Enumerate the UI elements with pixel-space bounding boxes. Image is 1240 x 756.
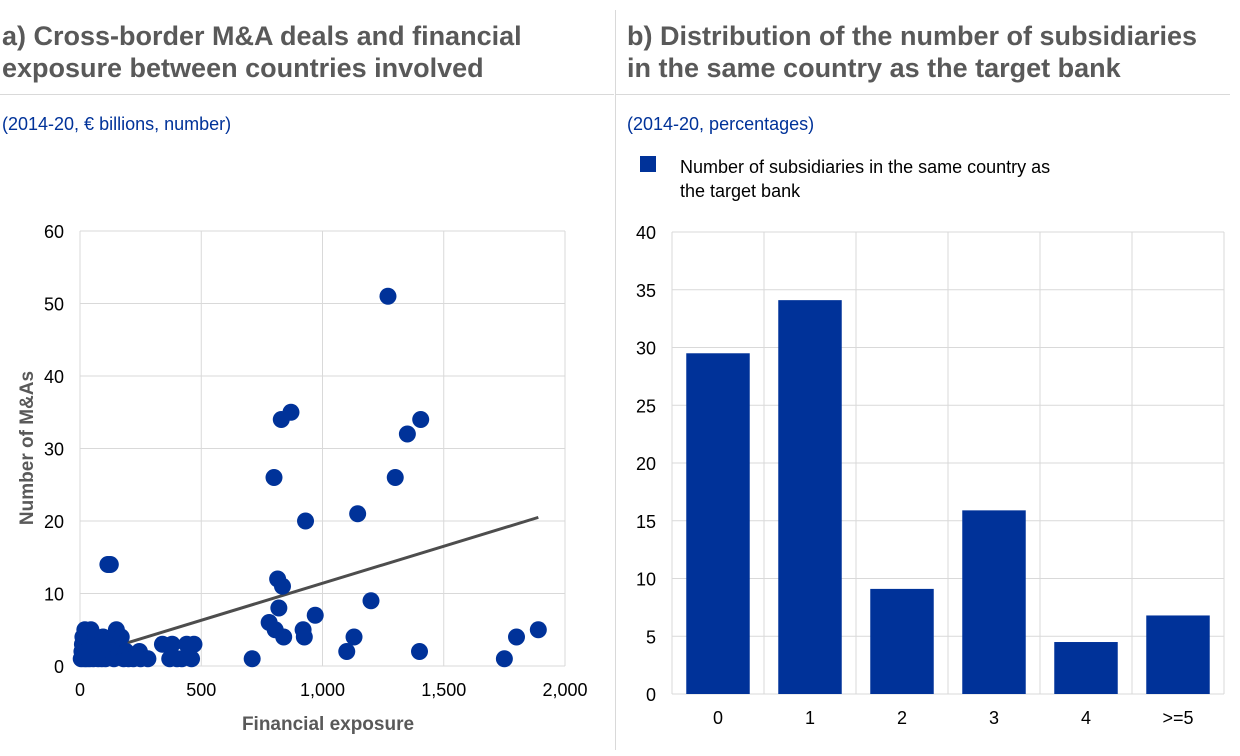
scatter-chart: 0 10 20 30 40 50 60 0 500 1,000 1,500 2,000 Financ…	[17, 222, 588, 735]
legend-label-line2: the target bank	[680, 181, 801, 201]
scatter-point	[185, 635, 203, 653]
x-tick-label: >=5	[1162, 708, 1193, 728]
scatter-point	[508, 628, 525, 646]
panel-b-subtitle: (2014-20, percentages)	[627, 114, 815, 134]
bar	[870, 588, 934, 694]
scatter-point	[265, 469, 283, 486]
scatter-point	[379, 287, 397, 305]
y-tick-label: 30	[44, 440, 64, 460]
x-tick-label: 4	[1081, 708, 1091, 728]
y-tick-label: 10	[44, 585, 64, 605]
trend-line	[79, 515, 539, 659]
legend-label-line1: Number of subsidiaries in the same count…	[680, 157, 1050, 177]
scatter-point	[295, 628, 313, 646]
x-tick-label: 1,500	[421, 680, 466, 700]
y-tick-label: 35	[636, 281, 656, 301]
legend-swatch	[640, 156, 656, 172]
scatter-point	[338, 643, 356, 660]
bar	[1054, 642, 1118, 694]
bar	[1146, 615, 1210, 694]
scatter-point	[306, 606, 324, 624]
scatter-point	[163, 635, 181, 653]
scatter-point	[398, 425, 416, 443]
panel-a-title-line1: a) Cross-border M&A deals and financial	[2, 21, 522, 51]
x-tick-label: 2	[897, 708, 907, 728]
panel-separator	[615, 10, 616, 750]
panel-a-title-line2: exposure between countries involved	[2, 53, 484, 83]
bar	[778, 300, 842, 694]
y-tick-label: 0	[54, 657, 64, 677]
x-tick-label: 2,000	[542, 680, 587, 700]
scatter-point	[362, 592, 380, 610]
scatter-point	[282, 403, 300, 421]
scatter-point	[529, 621, 547, 639]
scatter-point	[275, 628, 293, 646]
y-tick-label: 0	[646, 685, 656, 705]
scatter-point	[183, 650, 201, 668]
x-axis-title: Financial exposure	[242, 714, 414, 735]
scatter-point	[386, 469, 404, 486]
scatter-point	[297, 512, 315, 530]
panel-b-title-line2: in the same country as the target bank	[627, 53, 1121, 83]
y-tick-label: 20	[636, 454, 656, 474]
scatter-point	[411, 643, 428, 660]
x-tick-label: 1,000	[300, 680, 345, 700]
panel-b-title: b) Distribution of the number of subsidi…	[627, 20, 1197, 84]
x-tick-label: 0	[75, 680, 85, 700]
y-tick-label: 10	[636, 570, 656, 590]
scatter-point	[345, 628, 363, 646]
bar-chart: Number of subsidiaries in the same count…	[636, 156, 1225, 728]
y-tick-label: 20	[44, 512, 64, 532]
panel-b-divider	[616, 94, 1230, 95]
panel-a-title: a) Cross-border M&A deals and financial …	[2, 20, 522, 84]
panel-b-title-line1: b) Distribution of the number of subsidi…	[627, 21, 1198, 51]
y-axis-title: Number of M&As	[17, 371, 38, 525]
y-tick-label: 50	[44, 295, 64, 315]
scatter-point	[273, 577, 291, 595]
scatter-point	[112, 628, 130, 646]
scatter-point	[139, 650, 157, 668]
scatter-point	[349, 505, 367, 523]
x-tick-label: 3	[989, 708, 999, 728]
x-tick-label: 1	[805, 708, 815, 728]
scatter-point	[101, 556, 119, 573]
y-tick-label: 5	[646, 627, 656, 647]
x-tick-label: 0	[713, 708, 723, 728]
y-tick-label: 25	[636, 396, 656, 416]
y-tick-label: 40	[636, 223, 656, 243]
panel-a-divider	[0, 94, 614, 95]
panel-a-subtitle: (2014-20, € billions, number)	[2, 114, 232, 134]
y-tick-label: 30	[636, 339, 656, 359]
x-tick-label: 500	[186, 680, 216, 700]
y-tick-label: 60	[44, 222, 64, 242]
scatter-point	[495, 650, 513, 668]
scatter-point	[270, 599, 288, 617]
bar	[962, 510, 1026, 694]
y-tick-label: 40	[44, 367, 64, 387]
y-tick-label: 15	[636, 512, 656, 532]
scatter-point	[412, 411, 430, 428]
bar	[686, 353, 750, 694]
scatter-point	[243, 650, 261, 668]
